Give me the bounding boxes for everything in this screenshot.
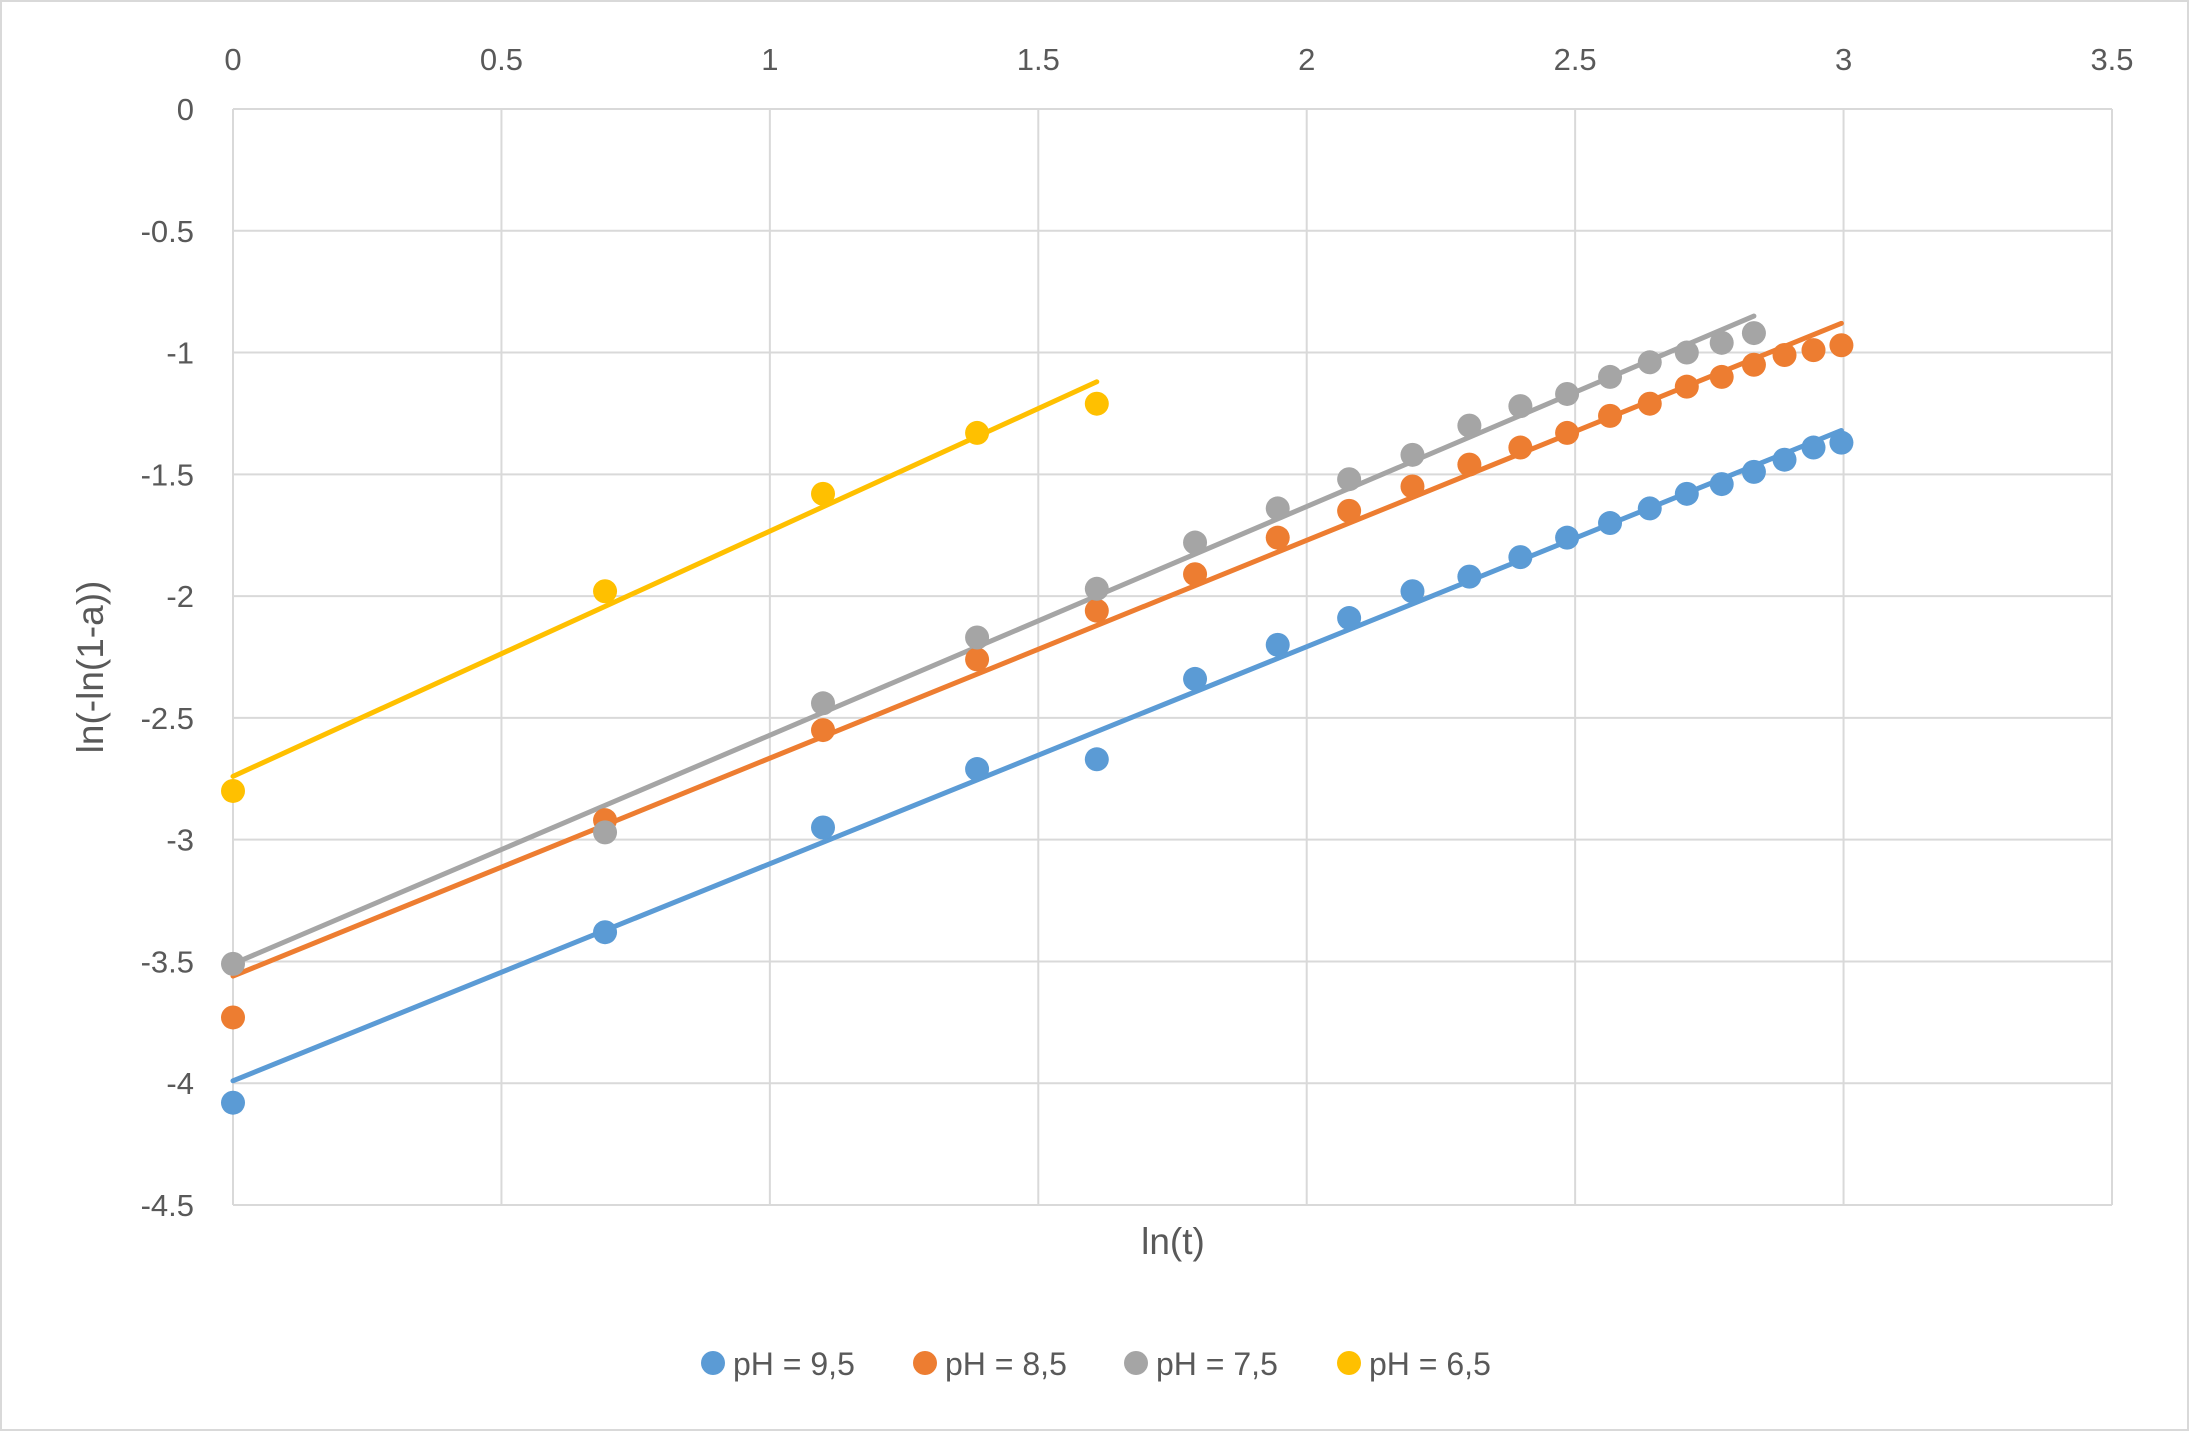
data-point	[1084, 391, 1109, 416]
grid-lines	[232, 108, 2113, 1206]
x-axis-ticks: 0 0.5 1 1.5 2 2.5 3 3.5	[224, 42, 2133, 77]
y-tick-label: -4.5	[141, 1188, 194, 1223]
y-tick-label: -2	[166, 579, 194, 614]
data-point	[1674, 374, 1699, 399]
y-tick-label: -3.5	[141, 944, 194, 979]
legend-marker	[1124, 1351, 1148, 1375]
legend-label: pH = 6,5	[1369, 1346, 1491, 1382]
data-point	[1598, 403, 1623, 428]
data-point	[1555, 525, 1580, 550]
y-tick-label: -2.5	[141, 701, 194, 736]
data-point	[1829, 430, 1854, 455]
data-point	[1709, 330, 1734, 355]
x-tick-label: 3.5	[2090, 42, 2133, 77]
data-point	[1265, 496, 1290, 521]
y-axis-ticks: 0 -0.5 -1 -1.5 -2 -2.5 -3 -3.5 -4 -4.5	[141, 92, 194, 1223]
trendlines	[230, 313, 1844, 1084]
data-point	[1741, 321, 1766, 346]
data-point	[1598, 364, 1623, 389]
data-point	[811, 481, 836, 506]
data-point	[965, 757, 990, 782]
data-point	[1183, 666, 1208, 691]
y-tick-label: -0.5	[141, 214, 194, 249]
y-tick-label: -3	[166, 823, 194, 858]
data-point	[1801, 435, 1826, 460]
legend-marker	[1337, 1351, 1361, 1375]
data-point	[1337, 606, 1362, 631]
data-point	[1598, 511, 1623, 536]
data-point	[1337, 467, 1362, 492]
x-tick-label: 1	[761, 42, 778, 77]
x-tick-label: 0.5	[480, 42, 523, 77]
data-point	[593, 920, 618, 945]
data-point	[1508, 435, 1533, 460]
data-point	[1084, 598, 1109, 623]
data-point	[1674, 481, 1699, 506]
x-tick-label: 2.5	[1554, 42, 1597, 77]
data-point	[965, 647, 990, 672]
data-points	[221, 321, 1854, 1115]
legend-marker	[701, 1351, 725, 1375]
legend-label: pH = 7,5	[1156, 1346, 1278, 1382]
x-tick-label: 0	[224, 42, 241, 77]
y-tick-label: -1	[166, 336, 194, 371]
data-point	[1772, 447, 1797, 472]
data-point	[1674, 340, 1699, 365]
y-tick-label: -1.5	[141, 457, 194, 492]
data-point	[1829, 333, 1854, 358]
data-point	[1709, 364, 1734, 389]
data-point	[1183, 530, 1208, 555]
data-point	[1084, 576, 1109, 601]
data-point	[1400, 474, 1425, 499]
data-point	[1637, 350, 1662, 375]
data-point	[1637, 496, 1662, 521]
data-point	[221, 1005, 245, 1030]
x-tick-label: 1.5	[1017, 42, 1060, 77]
y-tick-label: 0	[177, 92, 194, 127]
x-tick-label: 3	[1835, 42, 1852, 77]
data-point	[1457, 452, 1482, 477]
data-point	[965, 420, 990, 445]
data-point	[1265, 525, 1290, 550]
legend-label: pH = 9,5	[733, 1346, 855, 1382]
data-point	[1400, 442, 1425, 467]
data-point	[811, 815, 836, 840]
data-point	[1508, 394, 1533, 419]
trendline	[230, 379, 1100, 779]
data-point	[965, 625, 990, 650]
data-point	[1555, 420, 1580, 445]
legend-marker	[913, 1351, 937, 1375]
data-point	[221, 951, 245, 976]
data-point	[221, 778, 245, 803]
data-point	[811, 691, 836, 716]
y-axis-title: ln(-ln(1-a))	[70, 581, 111, 754]
data-point	[593, 579, 618, 604]
data-point	[593, 820, 618, 845]
data-point	[1709, 472, 1734, 497]
data-point	[1183, 562, 1208, 587]
data-point	[1265, 632, 1290, 657]
data-point	[1400, 579, 1425, 604]
x-axis-title: ln(t)	[1141, 1221, 1205, 1262]
x-tick-label: 2	[1298, 42, 1315, 77]
trendline	[230, 313, 1757, 967]
data-point	[1637, 391, 1662, 416]
data-point	[1741, 352, 1766, 377]
data-point	[1457, 413, 1482, 438]
legend: pH = 9,5 pH = 8,5 pH = 7,5 pH = 6,5	[701, 1346, 1491, 1382]
y-tick-label: -4	[166, 1066, 194, 1101]
data-point	[1801, 338, 1826, 363]
data-point	[1772, 342, 1797, 367]
data-point	[1457, 564, 1482, 589]
data-point	[811, 718, 836, 743]
data-point	[1555, 381, 1580, 406]
data-point	[1741, 459, 1766, 484]
data-point	[1337, 498, 1362, 523]
data-point	[1084, 747, 1109, 772]
legend-label: pH = 8,5	[945, 1346, 1067, 1382]
data-point	[221, 1090, 245, 1115]
data-point	[1508, 545, 1533, 570]
